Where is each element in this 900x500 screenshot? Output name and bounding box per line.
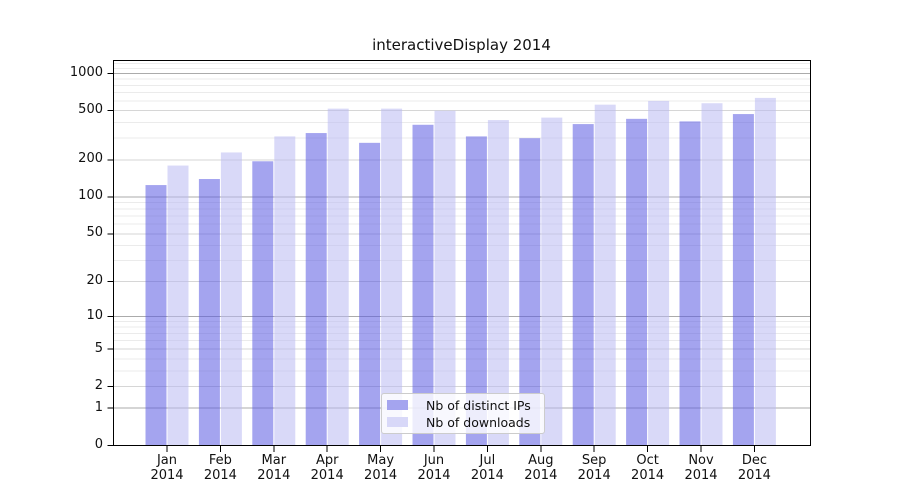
bar-nb-of-distinct-ips-jan[interactable] [145,185,167,446]
y-tick-label-500: 500 [78,102,103,118]
bar-nb-of-downloads-sep[interactable] [594,104,616,446]
y-tick-label-1: 1 [94,399,103,415]
y-tick-label-5: 5 [94,340,103,356]
bar-nb-of-distinct-ips-mar[interactable] [252,161,274,446]
bar-nb-of-distinct-ips-apr[interactable] [305,133,327,446]
axes-frame [113,60,811,446]
x-tick-year: 2014 [577,468,611,483]
bar-nb-of-downloads-aug[interactable] [541,117,563,446]
x-tick-month: Nov [688,453,714,468]
x-tick-month: Jan [156,453,178,468]
x-tick-year: 2014 [364,468,398,483]
bar-nb-of-downloads-apr[interactable] [327,108,349,446]
bar-nb-of-distinct-ips-jul[interactable] [465,136,487,446]
x-tick-year: 2014 [470,468,504,483]
y-tick-label-50: 50 [86,225,103,241]
y-tick-label-2: 2 [94,377,103,393]
bar-nb-of-distinct-ips-aug[interactable] [519,138,541,446]
x-tick-month: Jun [423,453,445,468]
x-tick-label-nov: Nov 2014 [674,453,728,483]
bar-nb-of-downloads-mar[interactable] [274,136,296,446]
x-tick-month: May [367,453,395,468]
x-tick-label-feb: Feb 2014 [193,453,247,483]
x-tick-month: Apr [315,453,339,468]
x-tick-month: Jul [479,453,496,468]
bar-nb-of-downloads-may[interactable] [381,108,403,446]
y-tick-label-200: 200 [78,151,103,167]
x-tick-year: 2014 [737,468,771,483]
x-tick-year: 2014 [631,468,665,483]
bar-nb-of-distinct-ips-jun[interactable] [412,124,434,446]
bar-nb-of-downloads-feb[interactable] [220,152,242,446]
x-tick-month: Sep [581,453,607,468]
y-tick-label-1000: 1000 [69,64,103,80]
x-tick-label-sep: Sep 2014 [567,453,621,483]
x-tick-year: 2014 [417,468,451,483]
legend-swatch-downloads [387,417,408,427]
x-tick-label-oct: Oct 2014 [621,453,675,483]
x-tick-year: 2014 [150,468,184,483]
bar-nb-of-downloads-jul[interactable] [487,120,509,446]
x-tick-month: Oct [636,453,659,468]
y-tick-label-20: 20 [86,273,103,289]
y-tick-label-100: 100 [78,188,103,204]
x-tick-label-apr: Apr 2014 [300,453,354,483]
legend: Nb of distinct IPs Nb of downloads [381,393,545,434]
bar-nb-of-downloads-jan[interactable] [167,165,189,446]
x-tick-label-jun: Jun 2014 [407,453,461,483]
legend-swatch-distinct-ips [387,400,408,410]
x-tick-month: Dec [741,453,767,468]
x-tick-year: 2014 [524,468,558,483]
bar-nb-of-downloads-jun[interactable] [434,110,456,446]
y-tick-label-10: 10 [86,307,103,323]
x-tick-year: 2014 [684,468,718,483]
bar-nb-of-distinct-ips-nov[interactable] [679,121,701,446]
x-tick-label-jan: Jan 2014 [140,453,194,483]
x-tick-year: 2014 [203,468,237,483]
x-tick-label-dec: Dec 2014 [727,453,781,483]
x-tick-month: Mar [261,453,287,468]
bar-nb-of-distinct-ips-oct[interactable] [626,118,648,446]
x-tick-year: 2014 [310,468,344,483]
bar-nb-of-distinct-ips-dec[interactable] [732,114,754,446]
bar-nb-of-distinct-ips-feb[interactable] [198,179,220,446]
bar-nb-of-downloads-nov[interactable] [701,103,723,446]
x-tick-label-aug: Aug 2014 [514,453,568,483]
legend-label-downloads: Nb of downloads [426,414,531,430]
bar-nb-of-downloads-oct[interactable] [648,100,670,446]
bar-nb-of-downloads-dec[interactable] [754,97,776,446]
x-tick-label-may: May 2014 [354,453,408,483]
x-tick-month: Feb [208,453,232,468]
chart-title: interactiveDisplay 2014 [372,36,551,54]
legend-item-distinct-ips[interactable]: Nb of distinct IPs [382,397,544,413]
x-tick-year: 2014 [257,468,291,483]
legend-item-downloads[interactable]: Nb of downloads [382,414,544,430]
y-tick-label-0: 0 [94,437,103,452]
x-tick-month: Aug [528,453,554,468]
bar-nb-of-distinct-ips-may[interactable] [359,142,381,446]
x-tick-label-jul: Jul 2014 [460,453,514,483]
x-tick-label-mar: Mar 2014 [247,453,301,483]
legend-label-distinct-ips: Nb of distinct IPs [426,397,531,413]
bar-nb-of-distinct-ips-sep[interactable] [572,124,594,446]
